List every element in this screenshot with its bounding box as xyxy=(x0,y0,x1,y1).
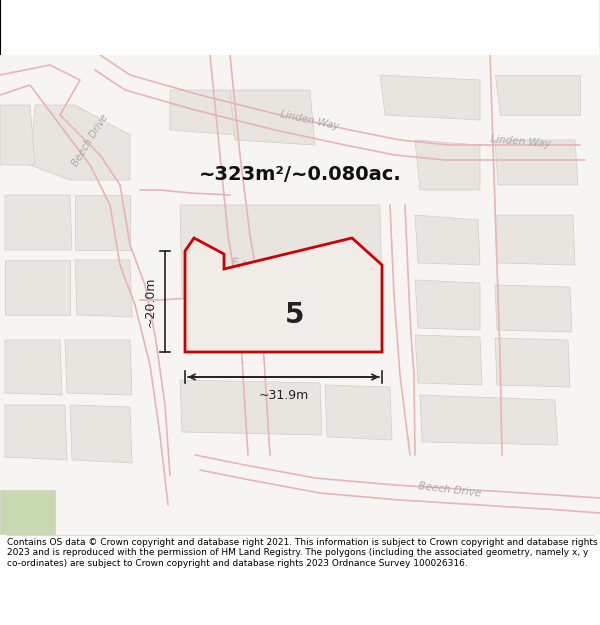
Polygon shape xyxy=(415,140,480,190)
Polygon shape xyxy=(495,338,570,387)
Polygon shape xyxy=(5,340,62,395)
Text: Linden Way: Linden Way xyxy=(280,109,341,131)
Polygon shape xyxy=(495,215,575,265)
Text: Linden Way: Linden Way xyxy=(490,134,550,149)
Text: ~31.9m: ~31.9m xyxy=(259,389,308,402)
Polygon shape xyxy=(415,335,482,385)
Polygon shape xyxy=(0,105,35,165)
Text: ~323m²/~0.080ac.: ~323m²/~0.080ac. xyxy=(199,166,401,184)
Polygon shape xyxy=(5,405,67,460)
Polygon shape xyxy=(230,90,315,145)
Polygon shape xyxy=(5,260,70,315)
Polygon shape xyxy=(420,395,558,445)
Polygon shape xyxy=(495,75,580,115)
Text: 5, BEECH DRIVE, SWINDON, SN5 5DQ: 5, BEECH DRIVE, SWINDON, SN5 5DQ xyxy=(142,14,458,29)
Polygon shape xyxy=(180,380,322,435)
Polygon shape xyxy=(30,105,130,180)
Polygon shape xyxy=(70,405,132,463)
Polygon shape xyxy=(0,490,55,535)
Text: Beech
Drive: Beech Drive xyxy=(229,255,251,285)
Text: Beech Drive: Beech Drive xyxy=(418,481,482,499)
Polygon shape xyxy=(495,140,578,185)
Polygon shape xyxy=(75,195,130,250)
Polygon shape xyxy=(5,195,72,250)
Polygon shape xyxy=(180,205,382,300)
Polygon shape xyxy=(325,385,392,440)
Text: 5: 5 xyxy=(285,301,305,329)
Polygon shape xyxy=(415,280,480,330)
Polygon shape xyxy=(170,90,235,135)
Polygon shape xyxy=(415,215,480,265)
Polygon shape xyxy=(495,285,572,332)
Text: Contains OS data © Crown copyright and database right 2021. This information is : Contains OS data © Crown copyright and d… xyxy=(7,538,598,568)
Polygon shape xyxy=(65,340,132,395)
Text: Beech Drive: Beech Drive xyxy=(70,112,110,168)
Text: Map shows position and indicative extent of the property.: Map shows position and indicative extent… xyxy=(130,32,470,45)
Text: ~20.0m: ~20.0m xyxy=(144,276,157,327)
Polygon shape xyxy=(185,238,382,352)
Polygon shape xyxy=(75,260,132,317)
Polygon shape xyxy=(380,75,480,120)
